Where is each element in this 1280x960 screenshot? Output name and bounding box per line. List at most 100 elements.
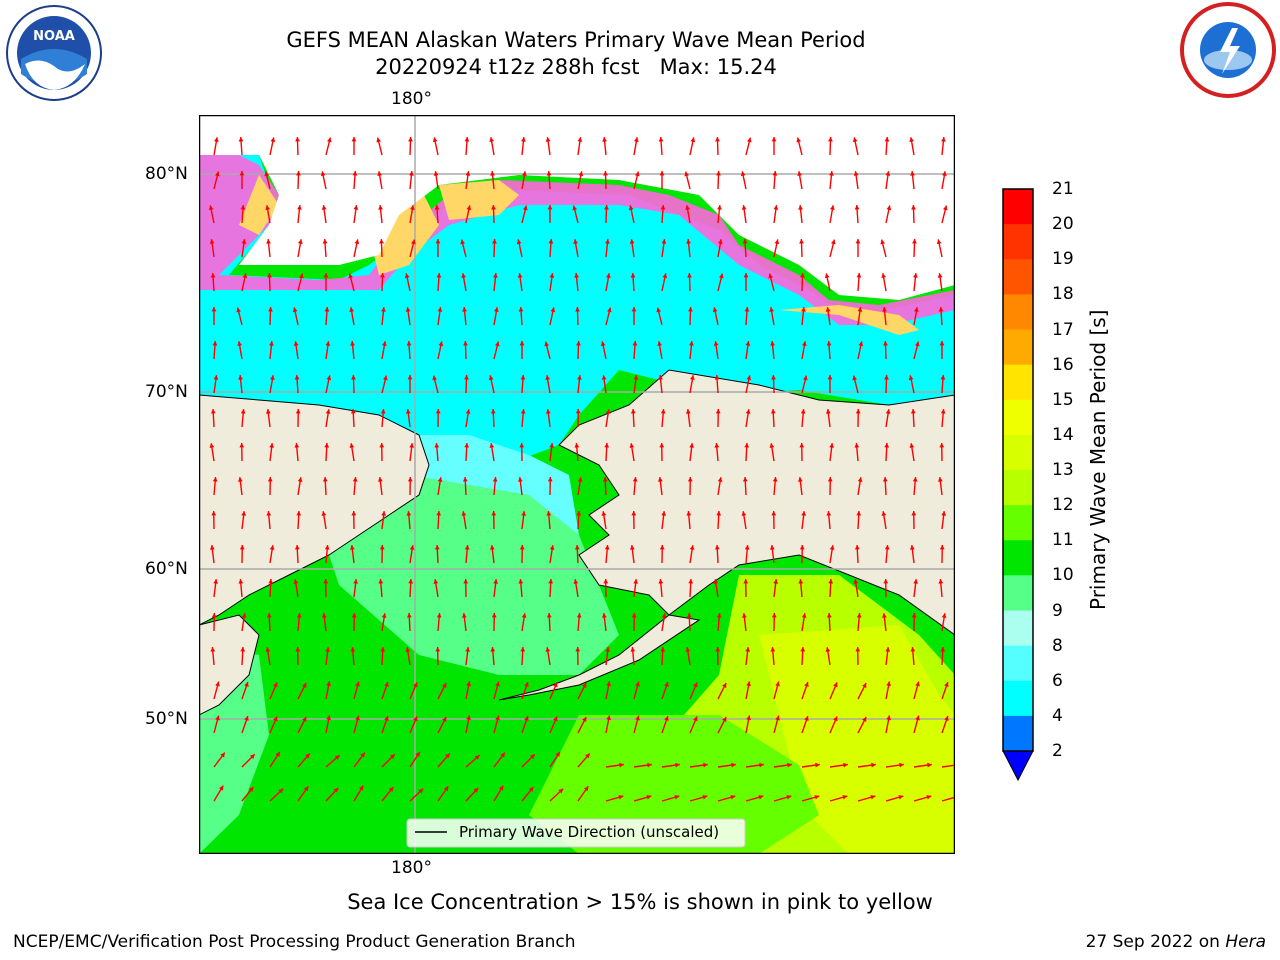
wave-arrow-head (801, 307, 806, 312)
wave-arrow-head (211, 613, 217, 618)
wave-arrow-head (236, 307, 242, 313)
wave-arrow-head (884, 545, 890, 550)
wave-arrow-head (326, 137, 332, 143)
wave-arrow-head (438, 341, 444, 347)
legend-label: Primary Wave Direction (unscaled) (459, 823, 719, 841)
wave-arrow-head (492, 477, 498, 482)
wave-arrow-head (801, 613, 807, 618)
wave-arrow-head (465, 409, 471, 414)
wave-arrow-head (606, 715, 611, 721)
graticule (199, 115, 955, 854)
wave-arrow-head (521, 137, 526, 142)
wave-arrow-head (746, 137, 752, 143)
wave-arrow-head (911, 205, 916, 210)
wave-arrow-head (548, 239, 554, 244)
wave-arrow-head (937, 273, 943, 278)
wave-arrow-head (382, 341, 387, 347)
wave-arrow-head (353, 205, 359, 210)
wave-arrow-head (267, 477, 273, 482)
wave-arrow-head (659, 171, 665, 176)
wave-arrow-head (264, 171, 270, 177)
wave-arrow-head (436, 613, 442, 618)
wave-arrow-head (443, 786, 449, 792)
wave-arrow-head (941, 613, 947, 618)
wave-arrow-head (218, 785, 224, 791)
wave-arrow-head (353, 579, 359, 584)
chart-title: GEFS MEAN Alaskan Waters Primary Wave Me… (286, 28, 866, 52)
wave-arrow-head (524, 681, 529, 687)
wave-arrow-head (853, 171, 859, 176)
wave-arrow-head (350, 409, 356, 414)
colorbar-tick-label: 16 (1052, 354, 1074, 375)
wave-arrow-head (619, 762, 624, 768)
wave-arrow-head (490, 409, 496, 414)
wave-arrow-head (378, 579, 384, 584)
wave-arrow-head (211, 511, 217, 516)
lat-label-70: 70°N (145, 382, 188, 402)
nws-logo (1180, 2, 1276, 98)
wave-arrow-head (410, 205, 415, 211)
wave-arrow-head (348, 273, 354, 279)
wave-arrow-head (702, 794, 708, 800)
wave-arrow-head (940, 647, 946, 652)
wave-arrow-head (405, 647, 411, 652)
wave-arrow-head (715, 137, 720, 142)
wave-arrow-head (938, 579, 944, 584)
wave-arrow-head (321, 511, 327, 516)
wave-arrow-head (296, 171, 301, 176)
wave-arrow-head (800, 409, 806, 414)
wave-arrow-head (208, 205, 214, 211)
wave-arrow-head (601, 375, 607, 380)
wave-arrow-head (605, 239, 610, 244)
wave-arrow-head (744, 307, 750, 312)
wave-arrow-head (605, 647, 611, 652)
wave-arrow-head (326, 715, 331, 721)
wave-arrow-head (384, 681, 389, 687)
wave-arrow-head (746, 715, 751, 721)
lon-label-top: 180° (391, 89, 432, 109)
wave-arrow-head (602, 137, 607, 142)
wave-arrow-head (600, 341, 606, 347)
wave-arrow-head (433, 579, 439, 584)
wave-arrow-head (275, 751, 280, 757)
wave-arrow-head (909, 137, 914, 143)
wave-arrow-head (546, 511, 552, 516)
map-frame (199, 115, 955, 854)
wave-arrow-head (714, 375, 720, 380)
wave-arrow-head (657, 477, 663, 482)
wave-arrow-head (209, 443, 215, 448)
wave-arrow-head (436, 511, 442, 516)
colorbar-block (1003, 610, 1033, 647)
wave-arrow-head (826, 341, 832, 346)
wave-arrow-head (493, 579, 499, 584)
wave-arrow-head (936, 239, 942, 245)
wave-arrow-head (520, 409, 526, 414)
wave-arrow-head (268, 579, 274, 584)
colorbar-tick-label: 20 (1052, 214, 1074, 235)
wave-arrow-head (521, 613, 527, 618)
wave-arrow-head (716, 171, 721, 176)
wave-arrow-head (659, 545, 665, 550)
colorbar-tick-label: 17 (1052, 319, 1074, 340)
wave-arrow-head (380, 409, 386, 414)
wave-arrow-head (910, 647, 916, 652)
wave-arrow-head (381, 511, 387, 516)
wave-arrow-head (462, 477, 468, 482)
wave-arrow-head (797, 477, 803, 482)
wave-arrow-head (915, 715, 920, 721)
wave-arrow-head (464, 137, 470, 142)
wave-arrow-head (910, 409, 916, 414)
colorbar-block (1003, 575, 1033, 611)
wave-arrow-head (409, 171, 414, 176)
wave-arrow-head (295, 647, 301, 652)
wave-arrow-head (518, 579, 524, 584)
wave-arrow-head (238, 579, 244, 584)
wave-arrow-head (266, 239, 271, 244)
wave-arrow-head (718, 239, 723, 245)
wave-arrow-head (388, 787, 394, 792)
wave-arrow-head (881, 273, 886, 279)
wave-arrow-head (830, 239, 836, 245)
wave-arrow-head (210, 409, 216, 414)
wave-arrow-head (493, 273, 498, 278)
wave-arrow-head (519, 545, 525, 550)
